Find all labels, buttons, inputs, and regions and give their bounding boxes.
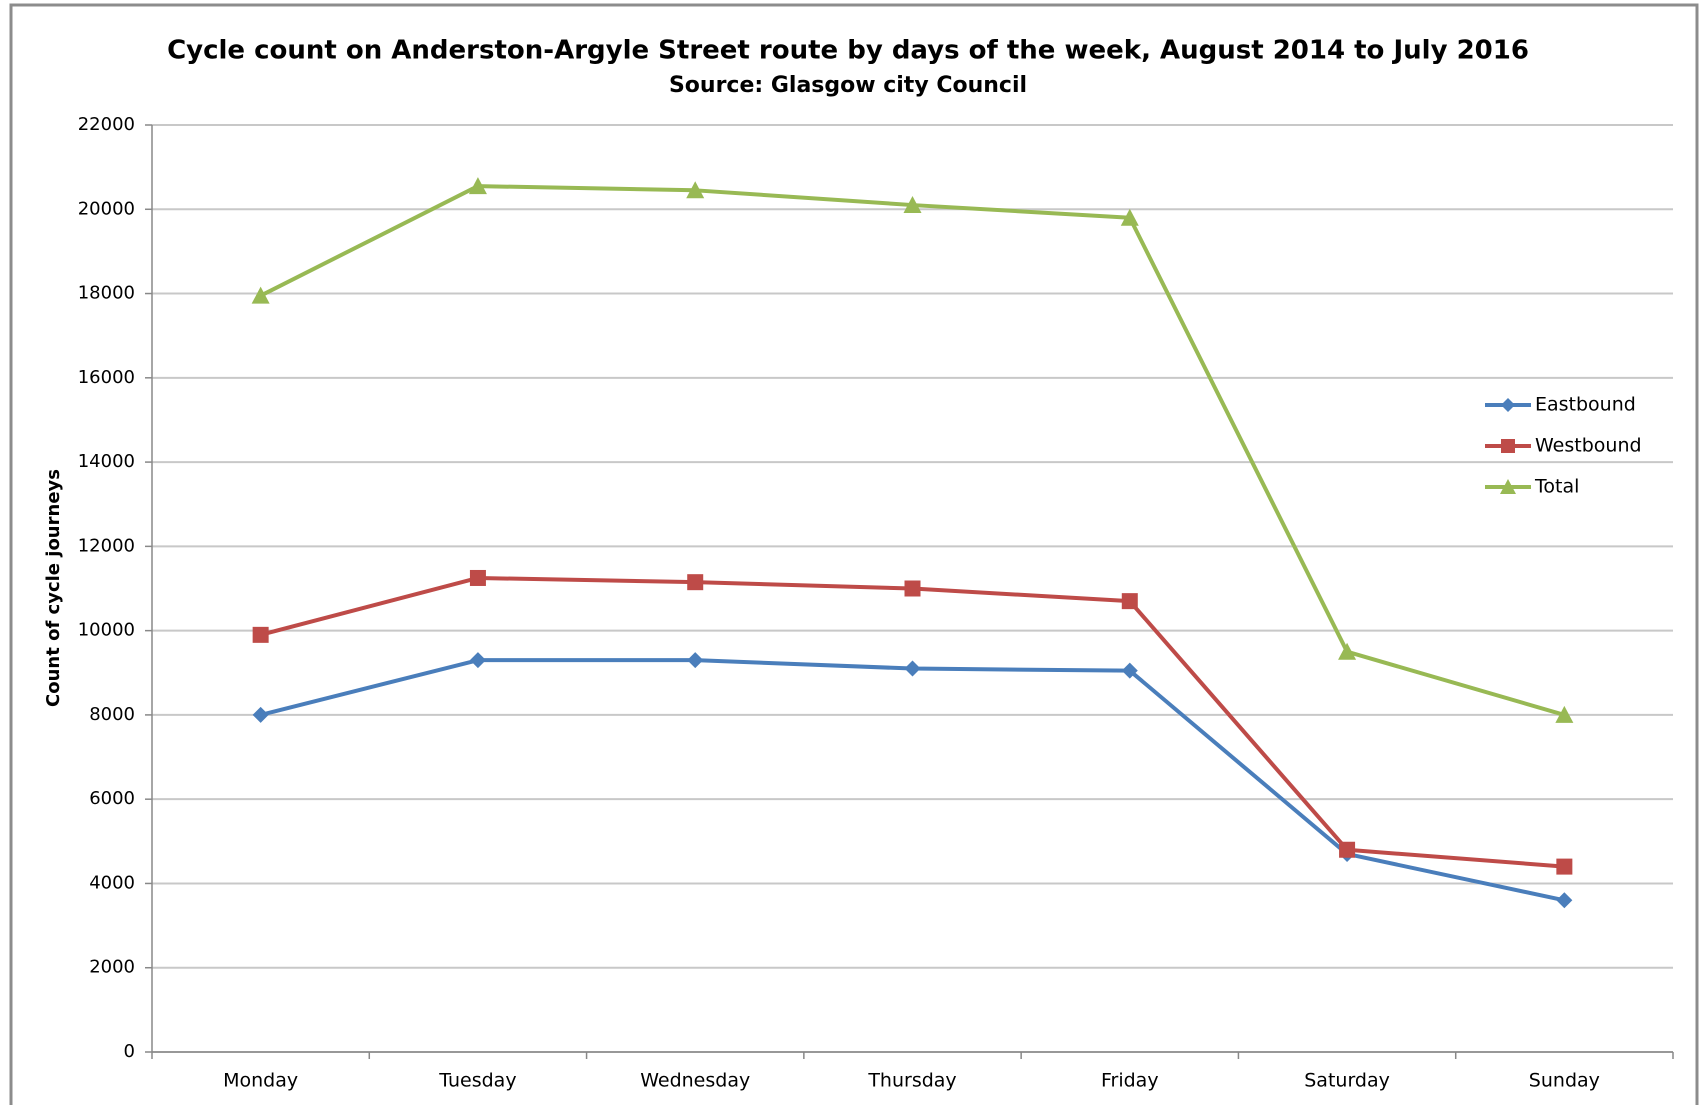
data-point bbox=[904, 580, 921, 597]
data-point bbox=[1339, 841, 1356, 858]
data-point bbox=[904, 660, 921, 677]
data-point bbox=[1556, 858, 1573, 875]
data-point bbox=[1338, 642, 1357, 660]
data-point bbox=[687, 574, 704, 591]
legend-marker bbox=[1501, 398, 1515, 412]
y-tick-label: 14000 bbox=[78, 451, 135, 472]
data-point bbox=[469, 652, 486, 669]
data-point bbox=[1121, 593, 1138, 610]
y-tick-label: 0 bbox=[124, 1041, 135, 1062]
legend-label: Westbound bbox=[1535, 435, 1642, 457]
y-tick-label: 10000 bbox=[78, 620, 135, 641]
data-point bbox=[687, 652, 704, 669]
x-tick-label: Friday bbox=[1101, 1070, 1159, 1092]
x-tick-label: Saturday bbox=[1304, 1070, 1390, 1092]
chart-frame bbox=[9, 3, 1699, 1105]
y-tick-label: 8000 bbox=[89, 704, 135, 725]
y-tick-label: 12000 bbox=[78, 535, 135, 556]
data-point bbox=[469, 569, 486, 586]
data-point bbox=[1555, 705, 1574, 723]
y-tick-label: 2000 bbox=[89, 957, 135, 978]
data-point bbox=[252, 626, 269, 643]
y-tick-label: 4000 bbox=[89, 872, 135, 893]
x-tick-label: Sunday bbox=[1529, 1070, 1600, 1092]
chart-title: Cycle count on Anderston-Argyle Street r… bbox=[167, 36, 1529, 66]
legend-marker bbox=[1500, 479, 1516, 494]
y-tick-label: 6000 bbox=[89, 788, 135, 809]
legend-label: Eastbound bbox=[1535, 394, 1636, 416]
x-tick-label: Tuesday bbox=[438, 1070, 516, 1092]
data-point bbox=[903, 196, 922, 214]
legend-label: Total bbox=[1534, 476, 1579, 498]
chart-subtitle: Source: Glasgow city Council bbox=[669, 73, 1027, 98]
data-point bbox=[1120, 208, 1139, 226]
y-tick-label: 22000 bbox=[78, 114, 135, 135]
data-point bbox=[1556, 892, 1573, 909]
y-tick-label: 20000 bbox=[78, 198, 135, 219]
x-tick-label: Monday bbox=[223, 1070, 298, 1092]
data-point bbox=[251, 286, 270, 304]
x-tick-label: Thursday bbox=[867, 1070, 956, 1092]
data-point bbox=[1121, 662, 1138, 679]
data-point bbox=[468, 177, 487, 195]
x-tick-label: Wednesday bbox=[640, 1070, 750, 1092]
legend-marker bbox=[1501, 439, 1515, 453]
y-tick-label: 16000 bbox=[78, 367, 135, 388]
y-axis-label: Count of cycle journeys bbox=[43, 469, 64, 707]
data-point bbox=[252, 706, 269, 723]
data-point bbox=[686, 181, 705, 199]
y-tick-label: 18000 bbox=[78, 283, 135, 304]
